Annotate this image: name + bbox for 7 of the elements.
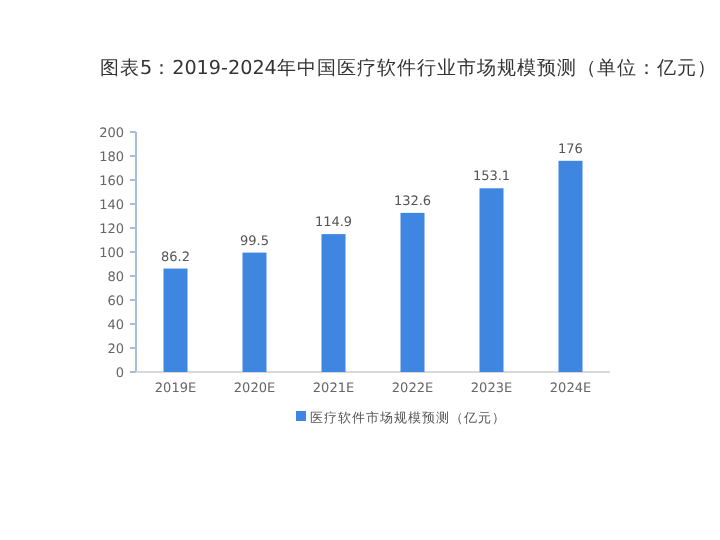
bar	[558, 160, 583, 372]
bar	[479, 188, 504, 372]
bar	[321, 234, 346, 372]
chart-title: 图表5：2019-2024年中国医疗软件行业市场规模预测（单位：亿元）	[100, 56, 717, 80]
bar	[163, 268, 188, 372]
bar	[400, 212, 425, 372]
bar	[242, 252, 267, 372]
